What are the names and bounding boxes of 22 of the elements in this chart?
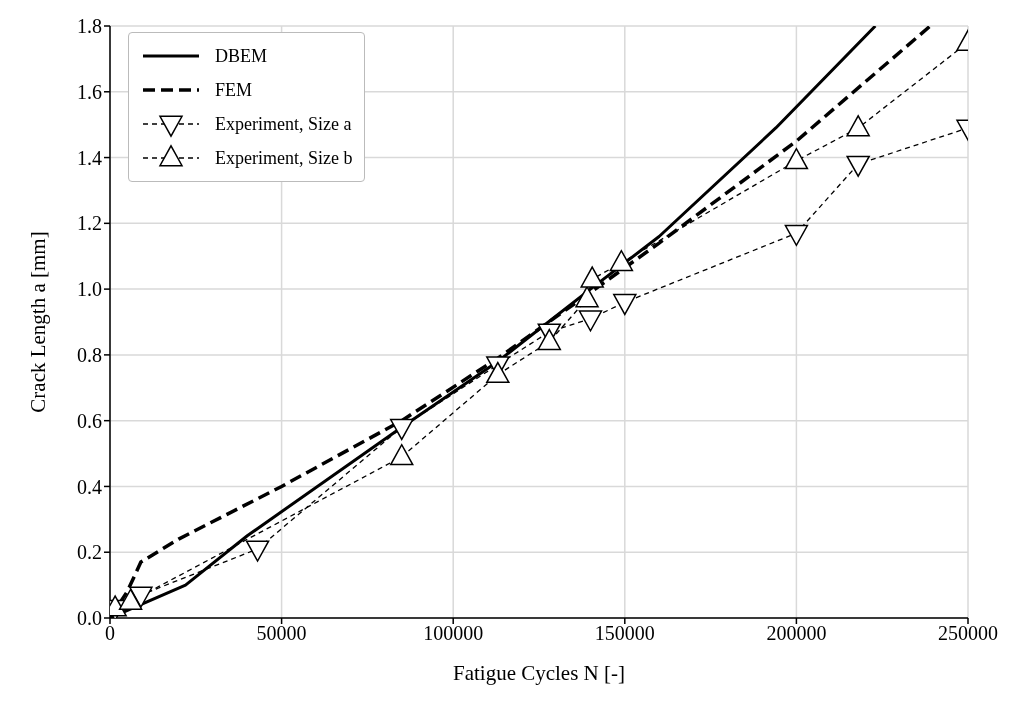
x-axis-title: Fatigue Cycles N [-] — [452, 661, 626, 685]
legend-label: Experiment, Size b — [215, 147, 353, 169]
y-tick-label: 1.6 — [77, 80, 102, 103]
y-tick-label: 1.0 — [77, 278, 102, 301]
legend-label: DBEM — [215, 45, 268, 67]
x-tick-label: 150000 — [594, 622, 655, 645]
y-tick-label: 0.4 — [77, 475, 102, 498]
y-tick-label: 0.0 — [77, 607, 102, 630]
x-tick-label: 100000 — [423, 622, 484, 645]
legend-label: Experiment, Size a — [215, 113, 352, 135]
y-tick-label: 1.4 — [77, 146, 102, 169]
legend-label: FEM — [215, 79, 253, 101]
y-tick-label: 0.6 — [77, 409, 102, 432]
x-tick-label: 50000 — [256, 622, 307, 645]
x-tick-label: 200000 — [766, 622, 827, 645]
y-tick-label: 0.8 — [77, 343, 102, 366]
y-tick-label: 1.2 — [77, 212, 102, 235]
y-axis-title: Crack Length a [mm] — [26, 231, 51, 413]
x-tick-label: 0 — [105, 622, 115, 645]
y-tick-label: 1.8 — [77, 15, 102, 38]
y-tick-label: 0.2 — [77, 541, 102, 564]
x-tick-label: 250000 — [938, 622, 998, 645]
